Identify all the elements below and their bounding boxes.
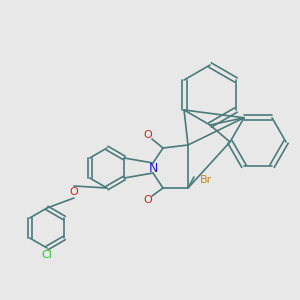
Text: O: O [144,130,152,140]
Text: O: O [70,187,78,197]
Text: Br: Br [200,175,212,185]
Text: Cl: Cl [42,250,52,260]
Text: N: N [148,161,158,175]
Text: O: O [144,195,152,205]
